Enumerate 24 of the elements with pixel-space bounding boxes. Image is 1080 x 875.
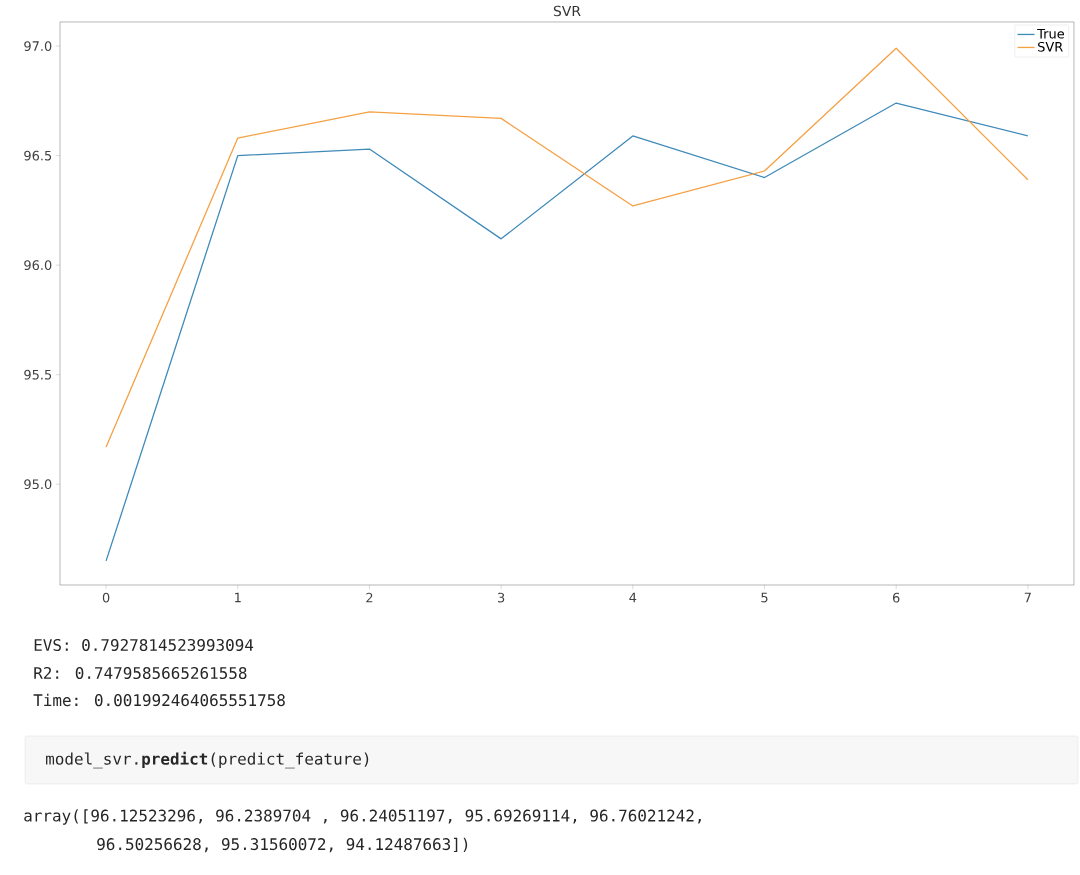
x-tick-label: 2 — [366, 592, 373, 603]
x-tick-label: 6 — [892, 592, 900, 603]
text: EVS: 0.7927814523993094 — [34, 638, 254, 652]
y-tick-label: 95.0 — [24, 479, 52, 490]
text: Time: 0.001992464065551758 — [33, 693, 285, 707]
y-tick-label: 97.0 — [24, 41, 52, 51]
y-tick-label: 95.5 — [24, 369, 52, 380]
text: model_svr.predict(predict_feature) — [46, 751, 369, 769]
text: array([96.12523296, 96.2389704 , 96.24051197, 95.69269114, 96.76021242, — [24, 809, 701, 825]
y-tick-label: 96.5 — [24, 150, 52, 161]
x-tick-label: 4 — [629, 592, 637, 603]
x-tick-label: 7 — [1024, 592, 1031, 603]
x-tick-label: 3 — [498, 592, 505, 603]
x-tick-label: 0 — [102, 592, 110, 603]
legend-label: SVR — [1038, 41, 1063, 52]
line-series — [105, 102, 1029, 562]
chart-title: SVR — [553, 5, 581, 17]
line-series — [105, 47, 1029, 448]
y-tick-label: 96.0 — [24, 260, 52, 271]
x-tick-label: 5 — [761, 592, 768, 603]
text: 96.50256628, 95.31560072, 94.12487663]) — [97, 837, 468, 853]
legend-label: True — [1037, 28, 1064, 39]
text: R2: 0.7479585665261558 — [34, 666, 247, 680]
x-tick-label: 1 — [235, 592, 241, 603]
